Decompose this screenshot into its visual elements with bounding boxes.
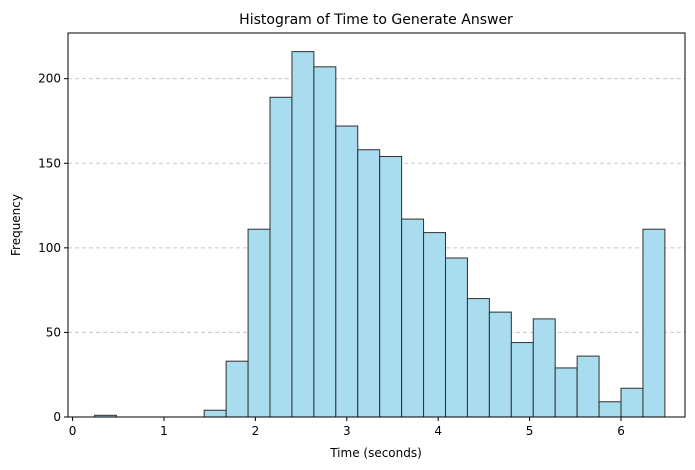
y-tick-label: 100 (38, 241, 61, 255)
histogram-bar (203, 409, 227, 418)
histogram-bar (510, 342, 534, 418)
axes-frame (67, 32, 686, 418)
x-tick-label: 4 (434, 424, 442, 438)
chart-title: Histogram of Time to Generate Answer (239, 12, 513, 28)
x-tick-label: 1 (160, 424, 168, 438)
x-axis-ticks: 0 1 2 3 4 5 6 (69, 417, 625, 438)
x-axis-label: Time (seconds) (329, 446, 422, 460)
histogram-bar (488, 311, 512, 418)
histogram-bar (642, 228, 666, 418)
histogram-bar (598, 401, 622, 418)
x-tick-label: 3 (343, 424, 351, 438)
histogram-bar (620, 387, 644, 418)
histogram-bar (291, 51, 315, 418)
histogram-bar (335, 125, 359, 418)
histogram-bar (225, 360, 249, 418)
x-tick-label: 2 (252, 424, 260, 438)
y-tick-label: 200 (38, 72, 61, 86)
histogram-bar (313, 66, 337, 418)
x-tick-label: 6 (617, 424, 625, 438)
histogram-bar (466, 298, 490, 418)
y-tick-label: 0 (53, 410, 61, 424)
histogram-bars (94, 51, 666, 418)
histogram-bar (379, 155, 403, 418)
x-tick-label: 0 (69, 424, 77, 438)
histogram-bar (445, 257, 468, 418)
histogram-bar (401, 218, 425, 418)
y-tick-label: 50 (46, 325, 61, 339)
histogram-bar (357, 149, 381, 418)
y-axis-ticks: 0 50 100 150 200 (38, 72, 68, 424)
histogram-bar (532, 318, 556, 418)
y-axis-label: Frequency (9, 194, 23, 256)
x-tick-label: 5 (526, 424, 534, 438)
histogram-bar (576, 355, 600, 418)
histogram-bar (247, 228, 271, 418)
y-tick-label: 150 (38, 156, 61, 170)
histogram-bar (423, 232, 447, 418)
histogram-bar (554, 367, 578, 418)
histogram-bar (269, 96, 293, 418)
